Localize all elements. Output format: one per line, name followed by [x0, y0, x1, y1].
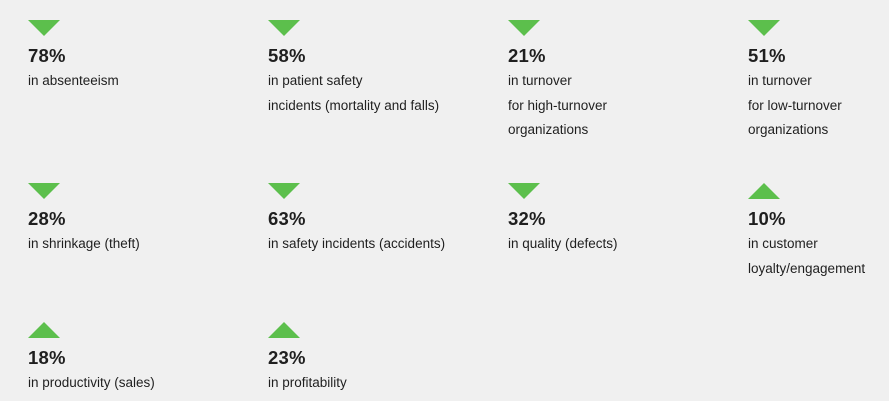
- metric-value: 28%: [28, 208, 66, 229]
- triangle-up-icon: [748, 183, 780, 199]
- metric-card-turnover-high: 21% in turnover for high-turnover organi…: [508, 20, 738, 143]
- metric-label: in turnover for high-turnover organizati…: [508, 73, 608, 137]
- metric-card-quality: 32% in quality (defects): [508, 183, 738, 257]
- metric-card-profitability: 23% in profitability: [268, 322, 498, 396]
- triangle-down-icon: [28, 183, 60, 199]
- triangle-up-icon: [268, 322, 300, 338]
- metric-card-patient-safety: 58% in patient safety incidents (mortali…: [268, 20, 498, 118]
- triangle-down-icon: [508, 20, 540, 36]
- metric-card-customer-loyalty: 10% in customer loyalty/engagement: [748, 183, 889, 281]
- metric-value: 78%: [28, 45, 66, 66]
- metric-value: 51%: [748, 45, 786, 66]
- metric-label: in absenteeism: [28, 73, 119, 88]
- metric-value: 18%: [28, 347, 66, 368]
- triangle-down-icon: [748, 20, 780, 36]
- metric-value: 21%: [508, 45, 546, 66]
- triangle-down-icon: [508, 183, 540, 199]
- metric-value: 10%: [748, 208, 786, 229]
- metric-label: in turnover for low-turnover organizatio…: [748, 73, 842, 137]
- metric-label: in shrinkage (theft): [28, 236, 140, 251]
- metric-value: 23%: [268, 347, 306, 368]
- triangle-up-icon: [28, 322, 60, 338]
- metric-label: in patient safety incidents (mortality a…: [268, 73, 440, 113]
- metric-card-turnover-low: 51% in turnover for low-turnover organiz…: [748, 20, 889, 143]
- triangle-down-icon: [28, 20, 60, 36]
- metric-value: 32%: [508, 208, 546, 229]
- metric-card-safety-incidents: 63% in safety incidents (accidents): [268, 183, 498, 257]
- metric-card-shrinkage: 28% in shrinkage (theft): [28, 183, 258, 257]
- triangle-down-icon: [268, 20, 300, 36]
- metric-value: 58%: [268, 45, 306, 66]
- metric-card-productivity: 18% in productivity (sales): [28, 322, 258, 396]
- metric-label: in profitability: [268, 375, 347, 390]
- metric-card-absenteeism: 78% in absenteeism: [28, 20, 258, 94]
- metric-value: 63%: [268, 208, 306, 229]
- metric-label: in quality (defects): [508, 236, 618, 251]
- metric-label: in safety incidents (accidents): [268, 236, 446, 251]
- metric-label: in customer loyalty/engagement: [748, 236, 866, 276]
- triangle-down-icon: [268, 183, 300, 199]
- metric-label: in productivity (sales): [28, 375, 155, 390]
